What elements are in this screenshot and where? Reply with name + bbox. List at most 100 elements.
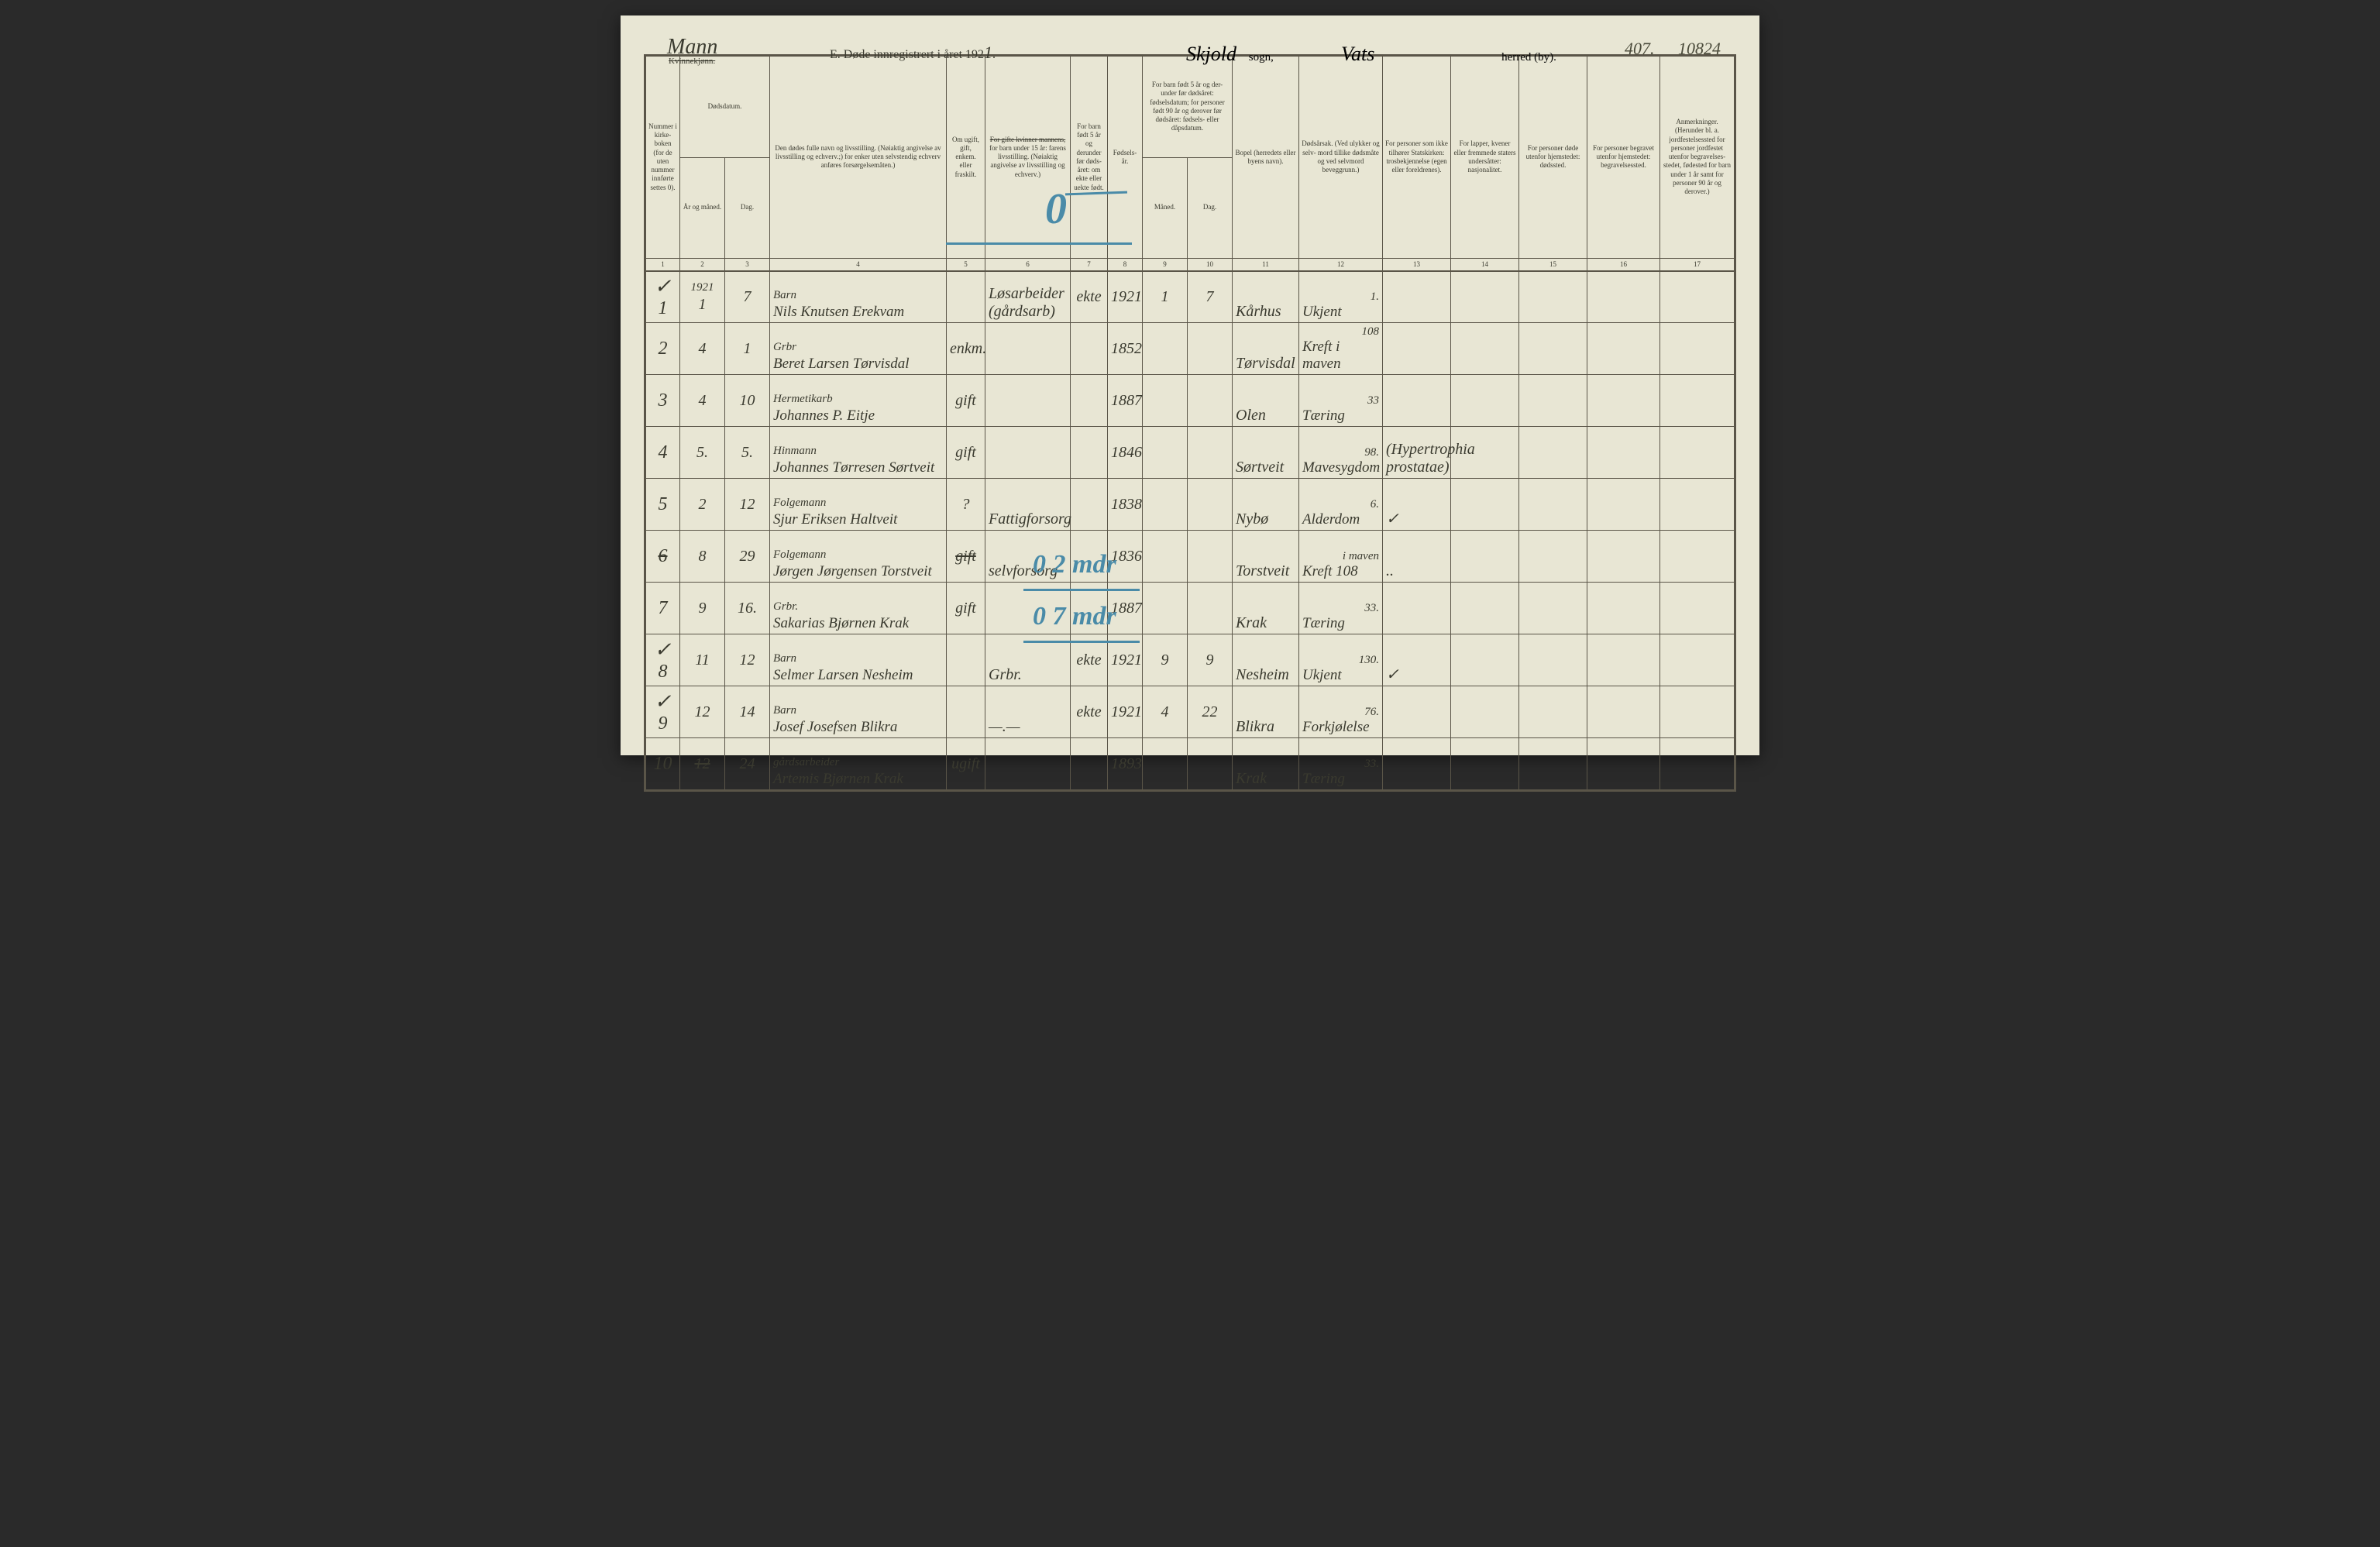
col-header-8: Fødsels- år.: [1108, 57, 1143, 258]
cell-c8: 1852: [1108, 323, 1143, 375]
cell-c17: [1660, 479, 1735, 531]
header-gender-printed: Kvinnekjønn.: [669, 57, 715, 66]
cell-c9: [1143, 531, 1188, 583]
header-year-hand: 1: [984, 43, 992, 62]
cell-c14: [1451, 686, 1519, 738]
right-num-1: 407.: [1625, 39, 1655, 58]
cell-c6: selvforsorg: [985, 531, 1071, 583]
cell-ym: 11: [680, 634, 725, 686]
cell-c15: [1519, 427, 1587, 479]
cell-c15: [1519, 375, 1587, 427]
cell-gift: gift: [947, 583, 985, 634]
cell-gift: ugift: [947, 738, 985, 790]
cell-c8: 1921: [1108, 634, 1143, 686]
cell-name: GrbrBeret Larsen Tørvisdal: [770, 323, 947, 375]
cell-c9: 1: [1143, 271, 1188, 323]
colnum-15: 15: [1519, 258, 1587, 271]
colnum-17: 17: [1660, 258, 1735, 271]
cell-gift: [947, 634, 985, 686]
cell-no: 4: [646, 427, 680, 479]
col-header-13: For personer som ikke tilhører Statskirk…: [1383, 57, 1451, 258]
colnum-5: 5: [947, 258, 985, 271]
cell-c16: [1587, 686, 1660, 738]
col-header-2: År og måned.: [680, 157, 725, 258]
cell-c7: ekte: [1071, 271, 1108, 323]
cell-c8: 1893: [1108, 738, 1143, 790]
header-title-prefix: E. Døde innregistrert i året 192: [830, 48, 984, 61]
cell-c10: [1188, 479, 1233, 531]
colnum-16: 16: [1587, 258, 1660, 271]
cell-c6: [985, 375, 1071, 427]
cell-gift: gift: [947, 375, 985, 427]
cell-c6: [985, 583, 1071, 634]
col-header-3: Dag.: [725, 157, 770, 258]
cell-c11: Sørtveit: [1233, 427, 1299, 479]
col-header-12: Dødsårsak. (Ved ulykker og selv- mord ti…: [1299, 57, 1383, 258]
cell-day: 7: [725, 271, 770, 323]
cell-c16: [1587, 427, 1660, 479]
cell-ym: 4: [680, 375, 725, 427]
cell-c14: [1451, 634, 1519, 686]
colnum-14: 14: [1451, 258, 1519, 271]
cell-c9: [1143, 479, 1188, 531]
cell-day: 29: [725, 531, 770, 583]
cell-c9: 9: [1143, 634, 1188, 686]
cell-day: 5.: [725, 427, 770, 479]
header-title-suffix: .: [992, 48, 996, 61]
colnum-12: 12: [1299, 258, 1383, 271]
cell-c12: 130.Ukjent: [1299, 634, 1383, 686]
cell-c11: Torstveit: [1233, 531, 1299, 583]
col-header-7: For barn født 5 år og derunder før døds-…: [1071, 57, 1108, 258]
cell-c7: [1071, 479, 1108, 531]
col-header-14: For lapper, kvener eller fremmede stater…: [1451, 57, 1519, 258]
ledger-page: Mann Kvinnekjønn. E. Døde innregistrert …: [621, 15, 1759, 755]
cell-c16: [1587, 479, 1660, 531]
cell-ym: 2: [680, 479, 725, 531]
cell-c7: [1071, 531, 1108, 583]
cell-ym: 9: [680, 583, 725, 634]
cell-c9: [1143, 375, 1188, 427]
cell-no: 2: [646, 323, 680, 375]
cell-c7: [1071, 375, 1108, 427]
cell-name: HinmannJohannes Tørresen Sørtveit: [770, 427, 947, 479]
cell-ym: 12: [680, 686, 725, 738]
cell-c17: [1660, 583, 1735, 634]
cell-c13: [1383, 323, 1451, 375]
cell-c15: [1519, 479, 1587, 531]
cell-c13: [1383, 271, 1451, 323]
cell-c6: Løsarbeider (gårdsarb): [985, 271, 1071, 323]
cell-c7: [1071, 738, 1108, 790]
cell-c13: (Hypertrophia prostatae): [1383, 427, 1451, 479]
col-header-16: For personer begravet utenfor hjemstedet…: [1587, 57, 1660, 258]
cell-c6: —.—: [985, 686, 1071, 738]
cell-c8: 1838: [1108, 479, 1143, 531]
col6-plain: for barn under 15 år: farens livsstillin…: [989, 144, 1066, 178]
cell-gift: [947, 271, 985, 323]
cell-c10: [1188, 583, 1233, 634]
header-title: E. Døde innregistrert i året 1921.: [830, 43, 996, 63]
col-header-4: Den dødes fulle navn og livsstilling. (N…: [770, 57, 947, 258]
cell-c7: [1071, 323, 1108, 375]
cell-c13: [1383, 738, 1451, 790]
cell-name: FolgemannJørgen Jørgensen Torstveit: [770, 531, 947, 583]
cell-c13: [1383, 686, 1451, 738]
cell-c10: [1188, 738, 1233, 790]
col-header-15: For personer døde utenfor hjemstedet: dø…: [1519, 57, 1587, 258]
col-header-23-top: Dødsdatum.: [680, 57, 770, 157]
cell-c9: 4: [1143, 686, 1188, 738]
cell-c14: [1451, 375, 1519, 427]
cell-c17: [1660, 323, 1735, 375]
cell-ym: 4: [680, 323, 725, 375]
cell-c11: Tørvisdal: [1233, 323, 1299, 375]
cell-c10: [1188, 375, 1233, 427]
cell-c9: [1143, 738, 1188, 790]
cell-no: 3: [646, 375, 680, 427]
cell-c17: [1660, 531, 1735, 583]
cell-c10: [1188, 427, 1233, 479]
cell-c11: Nybø: [1233, 479, 1299, 531]
cell-name: FolgemannSjur Eriksen Haltveit: [770, 479, 947, 531]
column-number-row: 1 2 3 4 5 6 7 8 9 10 11 12 13 14 15 16 1: [646, 258, 1735, 271]
colnum-8: 8: [1108, 258, 1143, 271]
cell-day: 1: [725, 323, 770, 375]
cell-c17: [1660, 686, 1735, 738]
